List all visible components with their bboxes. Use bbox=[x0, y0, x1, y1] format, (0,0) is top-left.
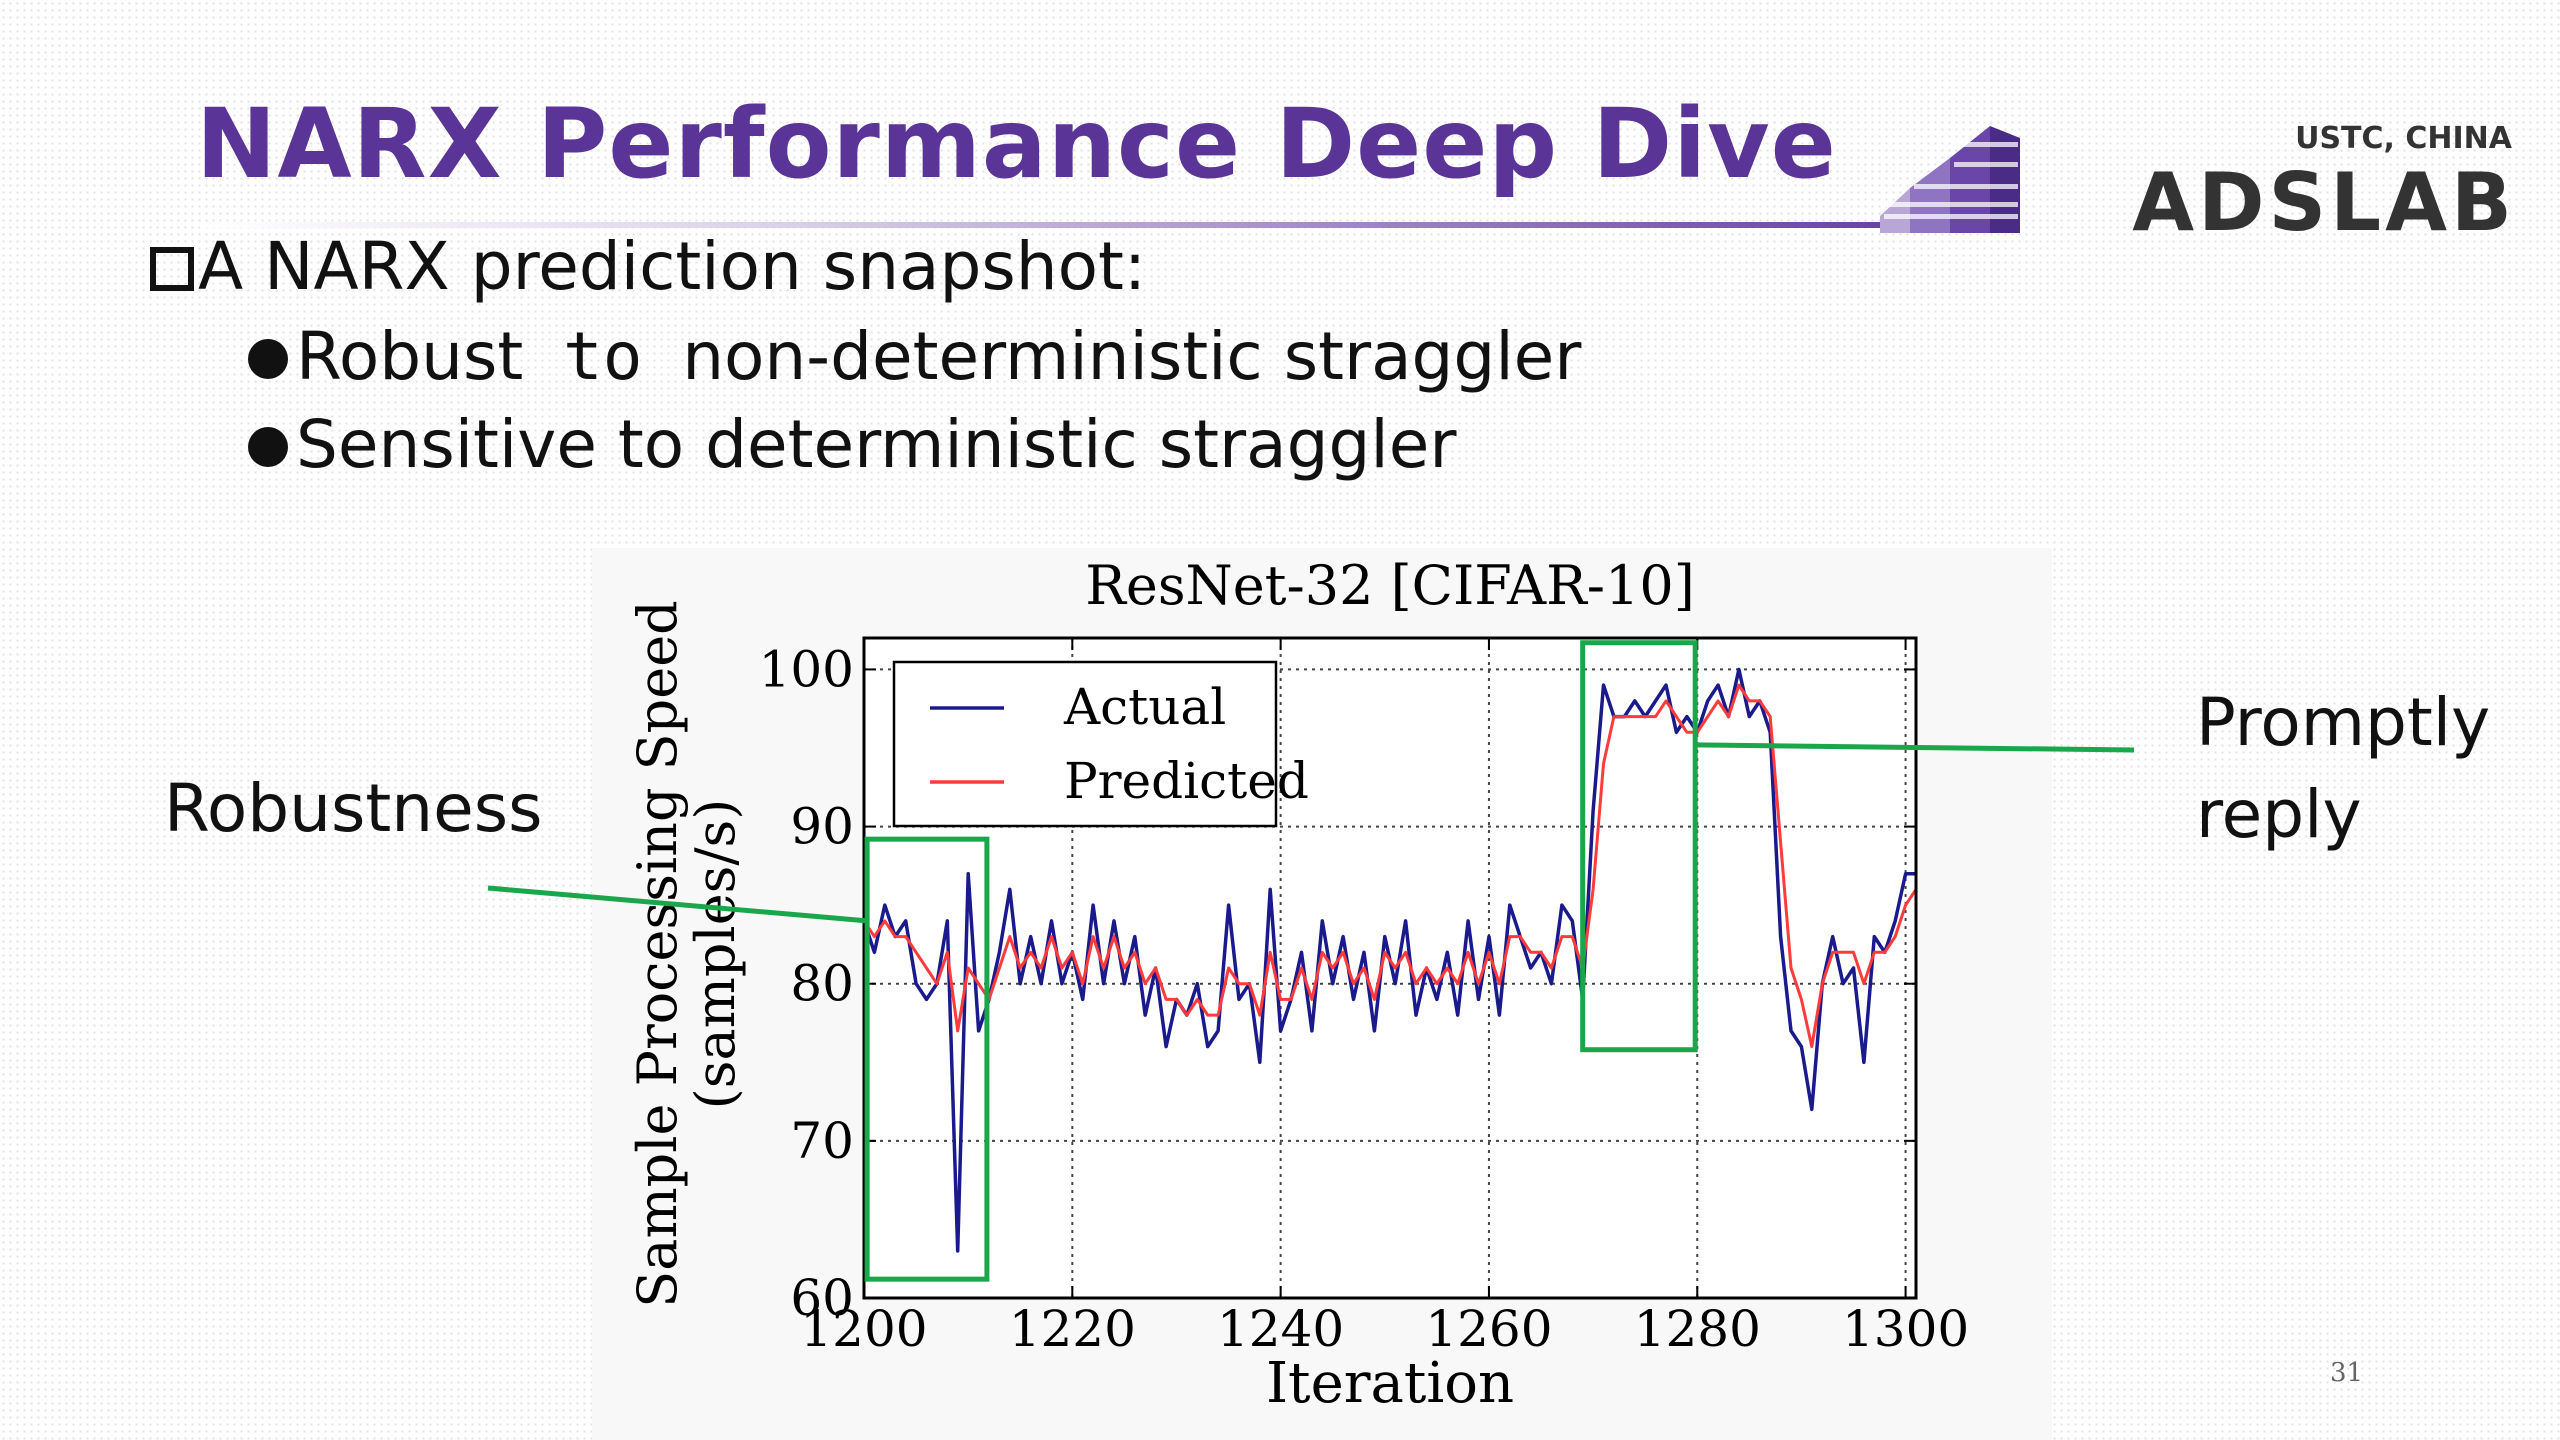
x-tick-label: 1240 bbox=[1217, 1300, 1344, 1358]
square-bullet-icon bbox=[150, 247, 194, 291]
x-tick-label: 1280 bbox=[1634, 1300, 1761, 1358]
y-tick-label: 70 bbox=[790, 1112, 854, 1170]
legend-label-actual: Actual bbox=[1063, 678, 1226, 736]
slide-title: NARX Performance Deep Dive bbox=[196, 88, 1837, 200]
y-tick-label: 60 bbox=[790, 1269, 854, 1327]
y-tick-label: 90 bbox=[790, 798, 854, 856]
annotation-promptly: Promptly bbox=[2196, 684, 2491, 761]
sub-bullet-robust-mono: to bbox=[523, 318, 683, 395]
round-bullet-icon bbox=[248, 339, 288, 379]
sub-bullet-robust: Robust to non-deterministic straggler bbox=[248, 318, 1581, 395]
round-bullet-icon bbox=[248, 427, 288, 467]
promptly-reply-highlight-box bbox=[1580, 640, 1698, 1053]
y-axis-label-units: (samples/s) bbox=[684, 799, 747, 1110]
title-divider bbox=[200, 222, 1900, 228]
robustness-highlight-box bbox=[864, 836, 990, 1282]
y-tick-label: 80 bbox=[790, 955, 854, 1013]
adslab-logo: USTC, CHINA ADSLAB bbox=[1880, 121, 2516, 238]
main-bullet: A NARX prediction snapshot: bbox=[150, 228, 1146, 305]
chart: 1200 1220 1240 1260 1280 1300 60 70 80 90 100 ResNe… bbox=[626, 554, 1969, 1416]
y-axis-label: Sample Processing Speed bbox=[626, 600, 689, 1307]
sub-bullet-robust-suffix: non-deterministic straggler bbox=[682, 318, 1582, 395]
annotation-reply: reply bbox=[2196, 776, 2362, 853]
x-tick-label: 1200 bbox=[800, 1300, 927, 1358]
building-logo-icon bbox=[1880, 126, 2020, 233]
annotation-robustness: Robustness bbox=[164, 770, 543, 847]
plot-frame bbox=[862, 636, 1918, 1300]
sub-bullet-sensitive-text: Sensitive to deterministic straggler bbox=[296, 406, 1457, 483]
sub-bullet-robust-prefix: Robust bbox=[296, 318, 524, 395]
x-tick-label: 1260 bbox=[1425, 1300, 1552, 1358]
logo-top-text: USTC, CHINA bbox=[2295, 121, 2513, 156]
y-tick-label: 100 bbox=[759, 640, 854, 698]
x-tick-label: 1300 bbox=[1842, 1300, 1969, 1358]
page-number: 31 bbox=[2330, 1358, 2364, 1388]
legend-label-predicted: Predicted bbox=[1064, 752, 1309, 810]
legend-box bbox=[892, 660, 1278, 828]
series-line-predicted bbox=[862, 683, 1918, 1049]
chart-title: ResNet-32 [CIFAR-10] bbox=[1085, 554, 1695, 617]
main-bullet-text: A NARX prediction snapshot: bbox=[198, 228, 1147, 305]
chart-panel: 1200 1220 1240 1260 1280 1300 60 70 80 90 100 ResNe… bbox=[592, 548, 2052, 1440]
x-axis-label: Iteration bbox=[1266, 1351, 1514, 1416]
logo-main-text: ADSLAB bbox=[2132, 156, 2516, 238]
sub-bullet-sensitive: Sensitive to deterministic straggler bbox=[248, 406, 1456, 483]
x-tick-label: 1220 bbox=[1009, 1300, 1136, 1358]
